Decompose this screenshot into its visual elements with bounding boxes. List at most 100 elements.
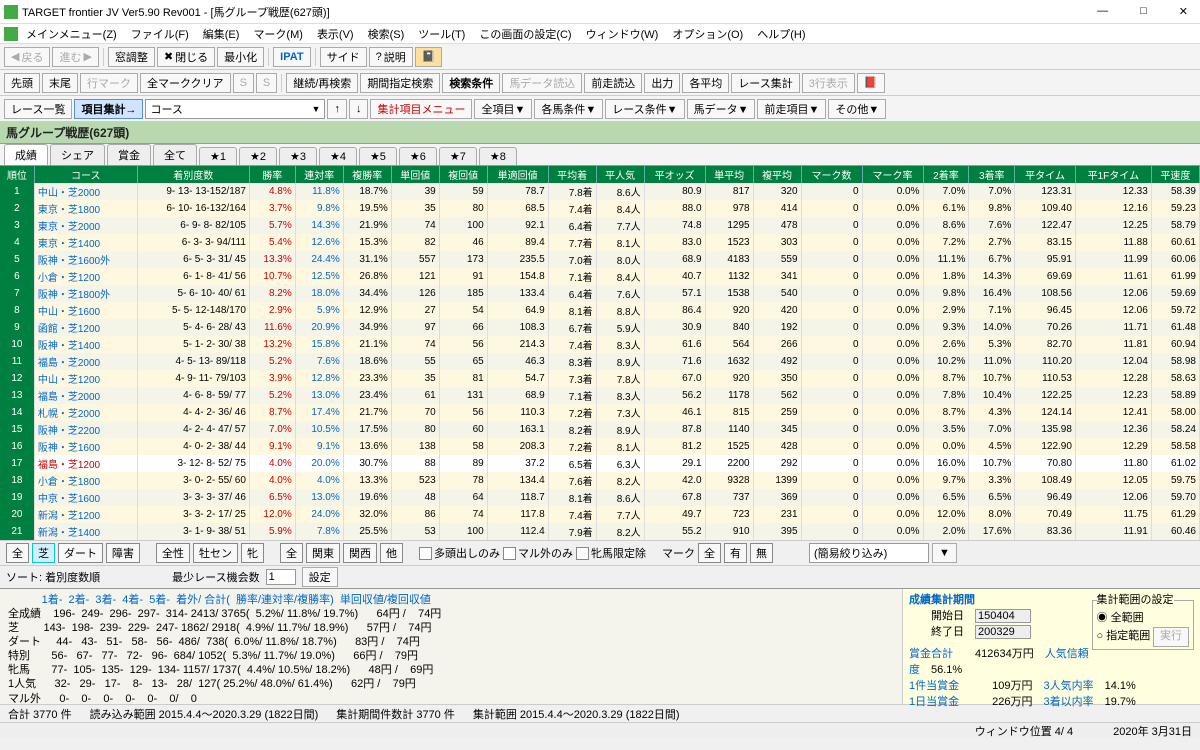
col-header[interactable]: マーク率 — [862, 166, 923, 183]
menu-search[interactable]: 検索(S) — [362, 24, 411, 44]
col-header[interactable]: 順位 — [0, 166, 34, 183]
table-row[interactable]: 6小倉・芝12006- 1- 8- 41/ 5610.7%12.5%26.8%1… — [0, 268, 1200, 285]
end-input[interactable] — [975, 625, 1031, 639]
table-row[interactable]: 8中山・芝16005- 5- 12-148/1702.9%5.9%12.9%27… — [0, 302, 1200, 319]
tab-s2[interactable]: ★2 — [239, 147, 277, 165]
f-jump[interactable]: 障害 — [106, 543, 140, 563]
table-row[interactable]: 19中京・芝16003- 3- 3- 37/ 466.5%13.0%19.6%4… — [0, 489, 1200, 506]
set-button[interactable]: 設定 — [302, 567, 338, 587]
menu-window[interactable]: ウィンドウ(W) — [580, 24, 665, 44]
sort-up-button[interactable]: ↑ — [327, 99, 347, 119]
aggmenu-button[interactable]: 集計項目メニュー — [370, 99, 472, 119]
window-adjust-button[interactable]: 窓調整 — [108, 47, 155, 67]
tab-all[interactable]: 全て — [153, 144, 197, 165]
cond-button[interactable]: 検索条件 — [442, 73, 500, 93]
avg-button[interactable]: 各平均 — [682, 73, 729, 93]
m-all[interactable]: 全 — [698, 543, 721, 563]
table-row[interactable]: 13福島・芝20004- 6- 8- 59/ 775.2%13.0%23.4%6… — [0, 387, 1200, 404]
prevload-button[interactable]: 前走読込 — [584, 73, 642, 93]
col-header[interactable]: 連対率 — [295, 166, 343, 183]
f-male[interactable]: 牡セン — [193, 543, 238, 563]
f-female[interactable]: 牝 — [241, 543, 264, 563]
exit-icon[interactable]: 📕 — [857, 73, 885, 93]
tab-prize[interactable]: 賞金 — [107, 144, 151, 165]
f-allregion[interactable]: 全 — [280, 543, 303, 563]
min-input[interactable] — [266, 569, 296, 585]
menu-option[interactable]: オプション(O) — [666, 24, 749, 44]
output-button[interactable]: 出力 — [644, 73, 680, 93]
col-header[interactable]: 3着率 — [969, 166, 1015, 183]
tab-racelist[interactable]: レース一覧 — [4, 99, 72, 119]
table-row[interactable]: 5阪神・芝1600外6- 5- 3- 31/ 4513.3%24.4%31.1%… — [0, 251, 1200, 268]
run-button[interactable]: 実行 — [1153, 627, 1189, 647]
table-row[interactable]: 7阪神・芝1800外5- 6- 10- 40/ 618.2%18.0%34.4%… — [0, 285, 1200, 302]
tab-itemagg[interactable]: 項目集計→ — [74, 99, 143, 119]
m-yes[interactable]: 有 — [724, 543, 747, 563]
tail-button[interactable]: 末尾 — [42, 73, 78, 93]
table-row[interactable]: 20新潟・芝12003- 3- 2- 17/ 2512.0%24.0%32.0%… — [0, 506, 1200, 523]
narrow-select[interactable]: (簡易絞り込み) — [809, 543, 929, 563]
m-no[interactable]: 無 — [750, 543, 773, 563]
f-other[interactable]: 他 — [380, 543, 403, 563]
minimize-win-button[interactable]: 最小化 — [217, 47, 264, 67]
rowmark-button[interactable]: 行マーク — [80, 73, 138, 93]
help-button[interactable]: ? 説明 — [369, 47, 413, 67]
start-input[interactable] — [975, 609, 1031, 623]
col-header[interactable]: 単適回値 — [487, 166, 548, 183]
tab-s8[interactable]: ★8 — [479, 147, 517, 165]
hdatadrop-button[interactable]: 馬データ▼ — [687, 99, 756, 119]
table-row[interactable]: 3東京・芝20006- 9- 8- 82/1055.7%14.3%21.9%74… — [0, 217, 1200, 234]
s2-button[interactable]: S — [256, 73, 277, 93]
table-row[interactable]: 14札幌・芝20004- 4- 2- 36/ 468.7%17.4%21.7%7… — [0, 404, 1200, 421]
table-row[interactable]: 21新潟・芝14003- 1- 9- 38/ 515.9%7.8%25.5%53… — [0, 523, 1200, 540]
menu-help[interactable]: ヘルプ(H) — [751, 24, 811, 44]
table-row[interactable]: 9函館・芝12005- 4- 6- 28/ 4311.6%20.9%34.9%9… — [0, 319, 1200, 336]
f-west[interactable]: 関西 — [343, 543, 377, 563]
notebook-icon[interactable]: 📓 — [415, 47, 443, 67]
menu-mark[interactable]: マーク(M) — [247, 24, 309, 44]
col-header[interactable]: 平人気 — [596, 166, 644, 183]
clearmark-button[interactable]: 全マーククリア — [140, 73, 231, 93]
racestat-button[interactable]: レース集計 — [731, 73, 799, 93]
sort-down-button[interactable]: ↓ — [349, 99, 369, 119]
table-row[interactable]: 15阪神・芝22004- 2- 4- 47/ 577.0%10.5%17.5%8… — [0, 421, 1200, 438]
col-header[interactable]: 平1Fタイム — [1075, 166, 1151, 183]
tab-results[interactable]: 成績 — [4, 144, 48, 165]
close-button[interactable]: ✕ — [1171, 3, 1196, 20]
col-header[interactable]: マーク数 — [801, 166, 862, 183]
chk-multi[interactable]: 多頭出しのみ — [419, 545, 500, 561]
previtem-button[interactable]: 前走項目▼ — [757, 99, 826, 119]
menu-edit[interactable]: 編集(E) — [197, 24, 246, 44]
menu-main[interactable]: メインメニュー(Z) — [20, 24, 123, 44]
f-all[interactable]: 全 — [6, 543, 29, 563]
table-row[interactable]: 18小倉・芝18003- 0- 2- 55/ 604.0%4.0%13.3%52… — [0, 472, 1200, 489]
table-row[interactable]: 16阪神・芝16004- 0- 2- 38/ 449.1%9.1%13.6%13… — [0, 438, 1200, 455]
col-header[interactable]: 平オッズ — [644, 166, 705, 183]
tab-s7[interactable]: ★7 — [439, 147, 477, 165]
tab-s6[interactable]: ★6 — [399, 147, 437, 165]
back-button[interactable]: ◀ 戻る — [4, 47, 50, 67]
ipat-button[interactable]: IPAT — [273, 47, 310, 67]
table-row[interactable]: 4東京・芝14006- 3- 3- 94/1115.4%12.6%15.3%82… — [0, 234, 1200, 251]
minimize-button[interactable]: — — [1089, 3, 1116, 20]
chk-foreign[interactable]: マル外のみ — [503, 545, 573, 561]
menu-settings[interactable]: この画面の設定(C) — [473, 24, 577, 44]
f-east[interactable]: 関東 — [306, 543, 340, 563]
col-header[interactable]: 勝率 — [249, 166, 295, 183]
f-dirt[interactable]: ダート — [58, 543, 103, 563]
tab-share[interactable]: シェア — [50, 144, 105, 165]
radio-spec[interactable]: ○ 指定範囲 — [1097, 630, 1151, 642]
period-button[interactable]: 期間指定検索 — [360, 73, 440, 93]
horsecond-button[interactable]: 各馬条件▼ — [534, 99, 603, 119]
col-header[interactable]: 2着率 — [923, 166, 969, 183]
table-row[interactable]: 17福島・芝12003- 12- 8- 52/ 754.0%20.0%30.7%… — [0, 455, 1200, 472]
table-row[interactable]: 12中山・芝12004- 9- 11- 79/1033.9%12.8%23.3%… — [0, 370, 1200, 387]
allitems-button[interactable]: 全項目▼ — [474, 99, 532, 119]
col-header[interactable]: 単回値 — [391, 166, 439, 183]
table-row[interactable]: 10阪神・芝14005- 1- 2- 30/ 3813.2%15.8%21.1%… — [0, 336, 1200, 353]
radio-full[interactable]: ◉ 全範囲 — [1097, 612, 1144, 624]
menu-file[interactable]: ファイル(F) — [125, 24, 195, 44]
col-header[interactable]: 複平均 — [753, 166, 801, 183]
tab-s5[interactable]: ★5 — [359, 147, 397, 165]
tab-s3[interactable]: ★3 — [279, 147, 317, 165]
